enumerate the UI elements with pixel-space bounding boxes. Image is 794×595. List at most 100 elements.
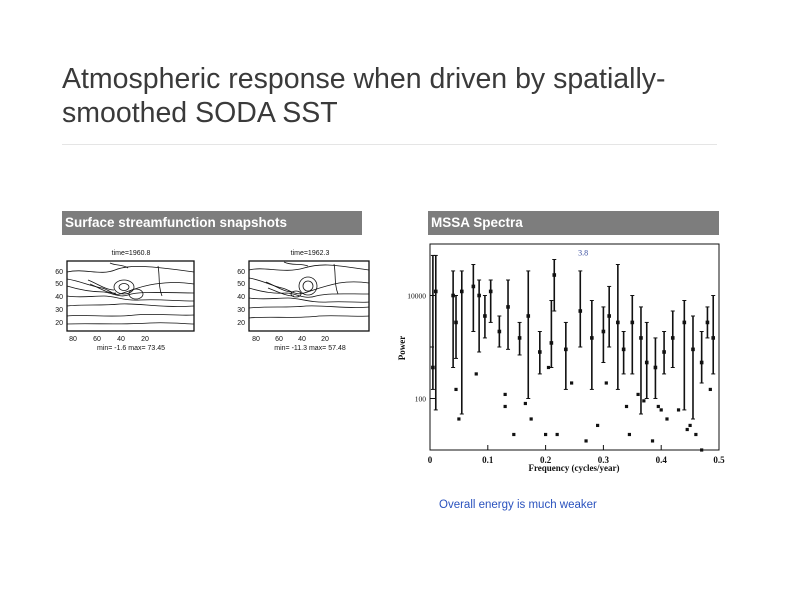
map-1-x-tick: 20 (141, 336, 149, 343)
spectra-point (564, 347, 568, 352)
spectra-point (477, 293, 481, 298)
spectra-point (578, 309, 583, 313)
spectra-point (497, 329, 502, 334)
spectra-point (433, 289, 438, 294)
spectra-scatter-point (584, 439, 588, 443)
map-1-y-tick: 20 (55, 320, 63, 327)
spectra-scatter-point (474, 372, 478, 376)
map-1-x-tick: 40 (117, 336, 125, 343)
title-divider (62, 144, 717, 145)
spectra-point (705, 320, 710, 325)
spectra-scatter-point (503, 392, 507, 397)
spectra-point (590, 336, 594, 340)
spectra-scatter-point (529, 417, 533, 421)
spectra-point (670, 336, 675, 340)
map-1-x-tick: 80 (69, 336, 77, 343)
spectra-point (483, 314, 487, 318)
map-2-y-ticks: 60 50 40 30 20 (237, 269, 245, 327)
map-2-x-tick: 20 (321, 336, 329, 343)
map-2-x-tick: 40 (298, 336, 306, 343)
spectra-y-tick-label: 100 (415, 395, 427, 404)
spectra-scatter-point (627, 432, 632, 437)
slide-caption: Overall energy is much weaker (439, 499, 597, 511)
spectra-x-tick-label: 0.3 (598, 455, 610, 465)
spectra-point (682, 320, 687, 325)
spectra-scatter-point (694, 432, 698, 437)
spectra-scatter-point (700, 448, 704, 452)
map-2-x-tick: 60 (275, 336, 283, 343)
spectra-point (526, 314, 531, 318)
spectra-point (601, 329, 606, 334)
spectra-point (691, 347, 695, 352)
map-1-x-ticks: 80 60 40 20 (69, 336, 149, 343)
slide-title: Atmospheric response when driven by spat… (62, 62, 742, 130)
spectra-point (431, 365, 435, 370)
spectra-point (639, 336, 643, 340)
spectra-x-tick-label: 0.2 (540, 455, 552, 465)
spectra-point (471, 284, 476, 289)
spectra-scatter-point (454, 387, 458, 392)
spectra-x-axis: 0 0.1 0.2 0.3 0.4 0.5 (428, 445, 725, 465)
spectra-scatter-point (546, 365, 551, 370)
spectra-point (653, 365, 658, 370)
streamfunction-panel-title: Surface streamfunction snapshots (65, 215, 288, 230)
map-2-y-tick: 30 (237, 307, 245, 314)
spectra-y-tick-label: 10000 (407, 292, 426, 301)
map-1-x-tick: 60 (93, 336, 101, 343)
spectra-scatter-point (596, 423, 600, 428)
map-2-x-tick: 80 (252, 336, 260, 343)
spectra-point (506, 305, 510, 309)
streamfunction-map-1: time=1960.8 60 50 40 30 20 80 60 40 20 m… (55, 250, 195, 352)
map-2-x-ticks: 80 60 40 20 (252, 336, 329, 343)
streamfunction-panel-header: Surface streamfunction snapshots (62, 211, 362, 235)
spectra-x-tick-label: 0.4 (656, 455, 668, 465)
spectra-annotation: 3.8 (578, 248, 588, 257)
map-2-frame (248, 260, 370, 332)
spectra-point (699, 360, 704, 365)
map-2-time-label: time=1962.3 (291, 250, 330, 257)
map-1-stats-label: min= -1.6 max= 73.45 (97, 345, 165, 352)
spectra-point (711, 336, 716, 340)
mssa-panel-header: MSSA Spectra (428, 211, 719, 235)
slide-title-line-2: smoothed SODA SST (62, 97, 338, 129)
map-1-y-tick: 60 (55, 269, 63, 276)
spectra-x-axis-label: Frequency (cycles/year) (528, 463, 619, 473)
spectra-scatter-point (457, 417, 461, 421)
spectra-scatter-point (656, 404, 660, 409)
spectra-point (488, 289, 493, 294)
spectra-x-tick-label: 0.5 (713, 455, 725, 465)
spectra-point (644, 360, 649, 365)
spectra-point (538, 350, 542, 354)
spectra-point (662, 350, 666, 354)
spectra-scatter-point (685, 427, 689, 432)
spectra-scatter-point (624, 404, 629, 409)
spectra-scatter-point (688, 423, 692, 428)
spectra-scatter-point (636, 392, 640, 397)
spectra-point (454, 320, 458, 325)
spectra-point (621, 347, 626, 352)
spectra-scatter-point (676, 408, 681, 412)
map-1-y-tick: 40 (55, 294, 63, 301)
spectra-point (607, 314, 611, 318)
map-1-y-tick: 30 (55, 307, 63, 314)
spectra-point (549, 341, 554, 345)
map-2-y-tick: 60 (237, 269, 245, 276)
spectra-scatter-point (523, 401, 527, 406)
spectra-point (616, 320, 620, 325)
mssa-panel-title: MSSA Spectra (431, 215, 523, 230)
mssa-spectra-chart: 0 0.1 0.2 0.3 0.4 0.5 10000 100 3.8 Frequency … (397, 243, 725, 473)
map-2-contours (248, 261, 370, 319)
spectra-point (552, 273, 557, 277)
spectra-scatter-point (665, 417, 669, 421)
spectra-y-axis-label: Power (397, 336, 407, 361)
map-1-contours (66, 262, 195, 325)
spectra-scatter-point (503, 404, 507, 409)
map-1-y-ticks: 60 50 40 30 20 (55, 269, 63, 327)
spectra-scatter-point (659, 408, 663, 412)
spectra-x-tick-label: 0.1 (482, 455, 494, 465)
spectra-scatter-point (544, 432, 548, 437)
spectra-point (630, 320, 635, 325)
map-2-y-tick: 20 (237, 320, 245, 327)
map-1-y-tick: 50 (55, 281, 63, 288)
spectra-scatter-point (604, 381, 608, 385)
